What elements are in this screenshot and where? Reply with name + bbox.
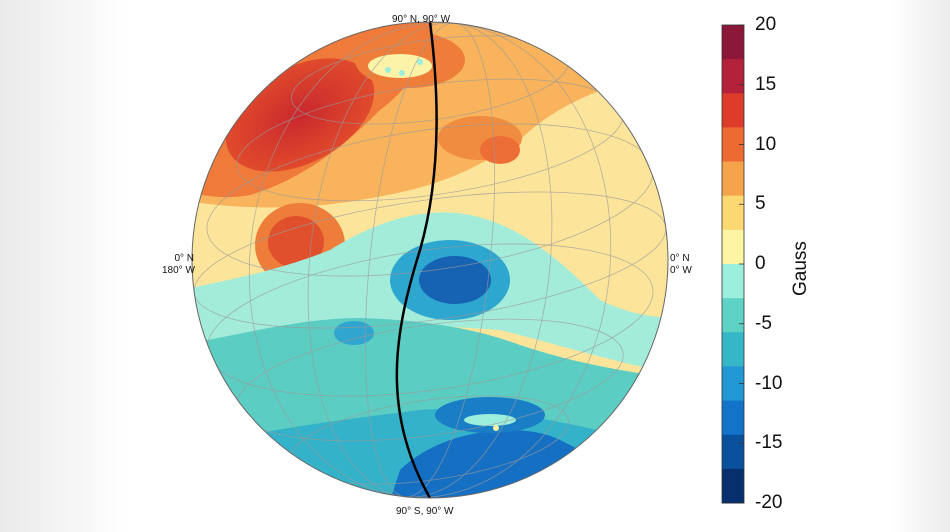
label-north-pole: 90° N, 90° W (392, 14, 451, 25)
colorbar-tick-label: -5 (755, 312, 772, 334)
colorbar-tick-label: 0 (755, 253, 766, 274)
colorbar-segment (722, 161, 744, 197)
left-background-shade (0, 0, 130, 532)
globe-outline (191, 21, 669, 499)
field-patch-north-pale (368, 54, 432, 78)
colorbar-tick-label: 10 (755, 133, 777, 155)
field-dot-1 (385, 67, 391, 73)
label-west-lon: 180° W (162, 265, 195, 276)
colorbar-segment (722, 127, 744, 163)
colorbar-segment (722, 400, 744, 436)
colorbar-segment (722, 229, 744, 265)
field-patch-south-pale (464, 414, 516, 426)
colorbar-title: Gauss (790, 241, 811, 296)
field-dot-4 (493, 425, 499, 431)
label-west-edge: 0° N 180° W (162, 253, 195, 277)
field-dot-3 (417, 59, 423, 65)
colorbar-segment (722, 468, 744, 504)
colorbar-segment (722, 332, 744, 367)
colorbar-segment (722, 434, 744, 470)
colorbar-segment (722, 59, 744, 94)
colorbar-segment (722, 25, 744, 60)
label-south-pole: 90° S, 90° W (396, 506, 454, 517)
field-patch-east-red (480, 136, 520, 164)
colorbar-segment (722, 298, 744, 333)
field-patch-center-deep (419, 256, 491, 304)
meridian-90w-line (395, 22, 438, 498)
label-east-lon: 0° W (670, 265, 692, 276)
label-east-edge: 0° N 0° W (670, 253, 710, 277)
right-background-shade (890, 0, 950, 532)
colorbar-segment (722, 264, 744, 299)
colorbar-segment (722, 195, 744, 231)
colorbar-tick-label: 5 (755, 193, 766, 215)
colorbar (721, 24, 745, 504)
colorbar-tick-label: -20 (755, 492, 783, 513)
colorbar-segment (722, 93, 744, 128)
globe-field-layers (192, 22, 668, 498)
colorbar-tick-label: 20 (755, 14, 777, 35)
colorbar-segment (722, 366, 744, 402)
colorbar-tick-label: -15 (755, 432, 783, 454)
field-dot-2 (399, 70, 405, 76)
colorbar-tick-label: -10 (755, 372, 783, 394)
label-east-lat: 0° N (670, 253, 690, 264)
field-patch-small-blue (334, 321, 374, 345)
colorbar-tick-label: 15 (755, 73, 777, 95)
label-west-lat: 0° N (174, 253, 194, 264)
